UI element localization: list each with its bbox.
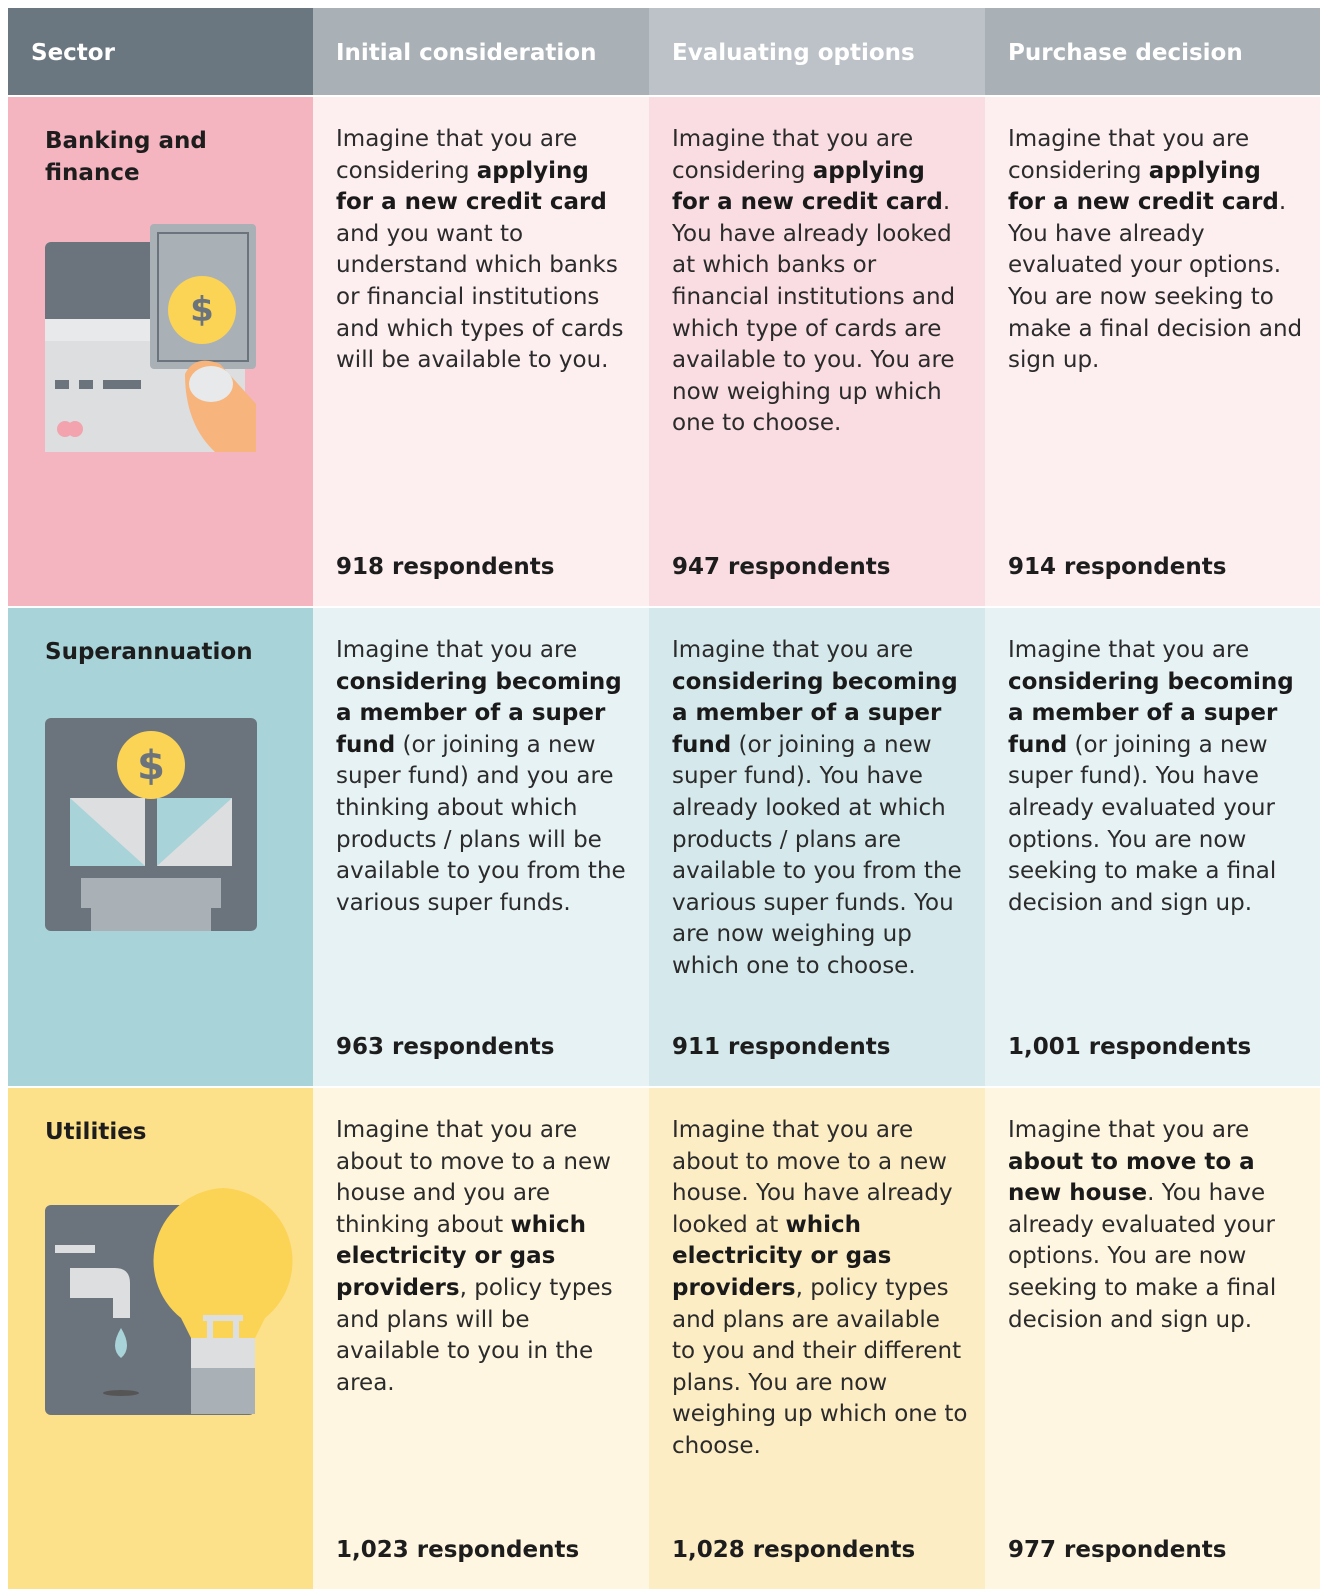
sector-label: Banking and finance <box>45 128 207 186</box>
respondents: 911 respondents <box>672 1034 891 1061</box>
text: (or joining a new super fund). You have … <box>1008 731 1277 916</box>
text: . You have already evaluated your option… <box>1008 1180 1277 1333</box>
text: . You have already looked at which banks… <box>672 189 956 437</box>
text: Imagine that you are considering <box>336 126 578 184</box>
respondents: 914 respondents <box>1008 554 1227 581</box>
text: Imagine that you are <box>1008 637 1250 663</box>
text: Imagine that you are <box>672 637 914 663</box>
header-cell: Evaluating options <box>649 8 985 95</box>
description-cell: Imagine that you are considering applyin… <box>985 97 1320 606</box>
text: Imagine that you are about to move to a … <box>336 1117 611 1238</box>
bold-text: considering becoming a member of a super… <box>1008 668 1294 758</box>
bold-text: which electricity or gas providers <box>336 1211 586 1301</box>
description-cell: Imagine that you are considering becomin… <box>985 608 1320 1086</box>
text: (or joining a new super fund) and you ar… <box>336 731 626 916</box>
respondents: 1,028 respondents <box>672 1537 916 1564</box>
respondents: 1,023 respondents <box>336 1537 580 1564</box>
header-text: Purchase decision <box>1008 40 1243 66</box>
text: . You have already evaluated your option… <box>1008 189 1303 374</box>
sector-label: Utilities <box>45 1119 147 1145</box>
text: Imagine that you are <box>336 637 578 663</box>
respondents: 963 respondents <box>336 1034 555 1061</box>
text: Imagine that you are considering <box>672 126 914 184</box>
description-cell: Imagine that you are about to move to a … <box>313 1088 649 1589</box>
respondents: 947 respondents <box>672 554 891 581</box>
header-text: Initial consideration <box>336 40 597 66</box>
description-cell: Imagine that you are about to move to a … <box>985 1088 1320 1589</box>
sector-label: Superannuation <box>45 639 253 665</box>
header-text: Evaluating options <box>672 40 915 66</box>
header-cell: Initial consideration <box>313 8 649 95</box>
text: Imagine that you are considering <box>1008 126 1250 184</box>
description-cell: Imagine that you are considering becomin… <box>649 608 985 1086</box>
utilities-icon <box>45 1188 293 1415</box>
bold-text: applying for a new credit card <box>1008 157 1279 216</box>
text: , policy types and plans are available t… <box>672 1274 968 1459</box>
header-cell: Sector <box>8 8 313 95</box>
description-cell: Imagine that you are about to move to a … <box>649 1088 985 1589</box>
description-cell: Imagine that you are considering becomin… <box>313 608 649 1086</box>
bold-text: considering becoming a member of a super… <box>672 668 958 758</box>
description-cell: Imagine that you are considering applyin… <box>649 97 985 606</box>
header-text: Sector <box>31 40 115 66</box>
bold-text: which electricity or gas providers <box>672 1211 892 1301</box>
description-cell: Imagine that you are considering applyin… <box>313 97 649 606</box>
credit-card-icon: $ <box>45 224 256 452</box>
super-plant-icon: $ <box>45 718 257 931</box>
bold-text: about to move to a new house <box>1008 1148 1255 1207</box>
svg-text:$: $ <box>190 290 214 330</box>
svg-text:$: $ <box>137 743 165 789</box>
bold-text: applying for a new credit card <box>336 157 607 216</box>
text: (or joining a new super fund). You have … <box>672 731 962 979</box>
respondents: 1,001 respondents <box>1008 1034 1252 1061</box>
bold-text: applying for a new credit card <box>672 157 943 216</box>
respondents: 977 respondents <box>1008 1537 1227 1564</box>
text: , policy types and plans will be availab… <box>336 1274 613 1396</box>
respondents: 918 respondents <box>336 554 555 581</box>
header-cell: Purchase decision <box>985 8 1320 95</box>
text: and you want to understand which banks o… <box>336 220 624 374</box>
bold-text: considering becoming a member of a super… <box>336 668 622 758</box>
text: Imagine that you are <box>1008 1117 1250 1143</box>
text: Imagine that you are about to move to a … <box>672 1117 953 1238</box>
